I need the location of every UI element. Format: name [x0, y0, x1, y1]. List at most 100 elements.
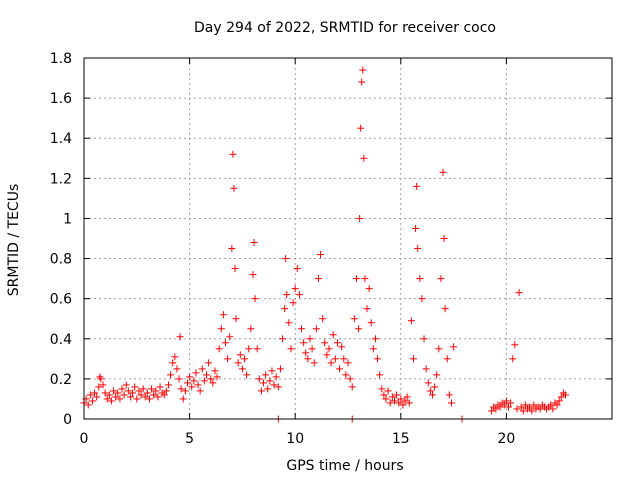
- y-tick-label: 1.6: [50, 91, 72, 107]
- data-point: [369, 345, 377, 353]
- data-point: [298, 325, 306, 333]
- data-point: [135, 387, 143, 395]
- data-point: [450, 343, 458, 351]
- data-point: [293, 265, 301, 273]
- data-point: [403, 393, 411, 401]
- data-point: [198, 365, 206, 373]
- data-point: [515, 289, 523, 297]
- data-point: [358, 78, 366, 86]
- data-point: [530, 401, 538, 409]
- data-point: [177, 385, 185, 393]
- data-point: [282, 255, 290, 263]
- data-point: [219, 311, 227, 319]
- data-point: [431, 383, 439, 391]
- data-point: [99, 381, 107, 389]
- data-point: [171, 353, 179, 361]
- x-axis-label: GPS time / hours: [286, 458, 403, 474]
- data-point: [279, 335, 287, 343]
- data-point: [285, 319, 293, 327]
- y-tick-label: 1.4: [50, 131, 72, 147]
- data-point: [407, 317, 415, 325]
- data-point: [356, 214, 364, 222]
- data-point: [437, 275, 445, 283]
- data-point: [412, 224, 420, 232]
- data-point: [312, 325, 320, 333]
- data-point: [488, 407, 496, 415]
- data-point: [380, 391, 388, 399]
- data-point: [154, 393, 162, 401]
- x-tick-label: 20: [497, 431, 515, 447]
- data-point: [393, 391, 401, 399]
- data-point: [88, 397, 96, 405]
- data-point: [390, 397, 398, 405]
- data-point: [129, 389, 137, 397]
- data-point: [363, 305, 371, 313]
- data-point: [317, 251, 325, 259]
- data-point: [188, 383, 196, 391]
- data-point: [152, 387, 160, 395]
- data-point: [413, 182, 421, 190]
- data-point: [338, 343, 346, 351]
- data-point: [202, 371, 210, 379]
- data-point: [139, 385, 147, 393]
- data-point: [260, 379, 268, 387]
- data-point: [95, 383, 103, 391]
- data-point: [164, 381, 172, 389]
- data-point: [426, 387, 434, 395]
- data-point: [183, 379, 191, 387]
- data-point: [118, 385, 126, 393]
- data-point: [555, 397, 563, 405]
- y-tick-label: 0.8: [50, 252, 72, 268]
- data-point: [270, 381, 278, 389]
- data-point: [359, 66, 367, 74]
- data-point: [93, 393, 101, 401]
- data-point: [222, 339, 230, 347]
- data-point: [521, 401, 529, 409]
- data-point: [310, 359, 318, 367]
- data-point: [247, 325, 255, 333]
- grid-lines: [84, 58, 612, 419]
- data-point: [507, 399, 515, 407]
- data-point: [440, 235, 448, 242]
- data-point: [342, 371, 350, 379]
- data-point: [331, 355, 339, 363]
- data-point: [405, 399, 413, 407]
- data-point: [350, 315, 358, 323]
- data-point: [553, 401, 561, 409]
- data-point: [122, 381, 130, 389]
- data-point: [428, 391, 436, 399]
- data-point: [116, 395, 124, 403]
- data-point: [137, 391, 145, 399]
- data-point: [245, 345, 253, 353]
- data-point: [224, 355, 232, 363]
- data-point: [145, 395, 153, 403]
- data-point: [367, 319, 375, 327]
- data-point: [217, 325, 225, 333]
- data-point: [200, 377, 208, 385]
- data-point: [314, 275, 322, 283]
- data-point: [196, 387, 204, 395]
- data-point: [386, 399, 394, 407]
- data-point: [357, 124, 365, 132]
- data-point: [340, 355, 348, 363]
- x-tick-label: 10: [286, 431, 304, 447]
- data-point: [382, 395, 390, 403]
- data-point: [509, 355, 517, 363]
- data-point: [409, 355, 417, 363]
- y-tick-label: 0: [63, 412, 72, 428]
- y-tick-label: 0.2: [50, 372, 72, 388]
- data-point: [344, 359, 352, 367]
- data-point: [388, 393, 396, 401]
- data-point: [190, 377, 198, 385]
- data-point: [97, 375, 105, 383]
- data-point: [291, 285, 299, 293]
- data-point: [511, 341, 519, 349]
- y-axis-label: SRMTID / TECUs: [6, 184, 22, 297]
- data-point: [517, 403, 525, 411]
- data-point: [505, 403, 513, 411]
- data-point: [160, 391, 168, 399]
- data-point: [257, 387, 265, 395]
- x-tick-labels: 0 5 10 15 20: [80, 431, 516, 447]
- data-point: [276, 365, 284, 373]
- data-point: [250, 239, 258, 247]
